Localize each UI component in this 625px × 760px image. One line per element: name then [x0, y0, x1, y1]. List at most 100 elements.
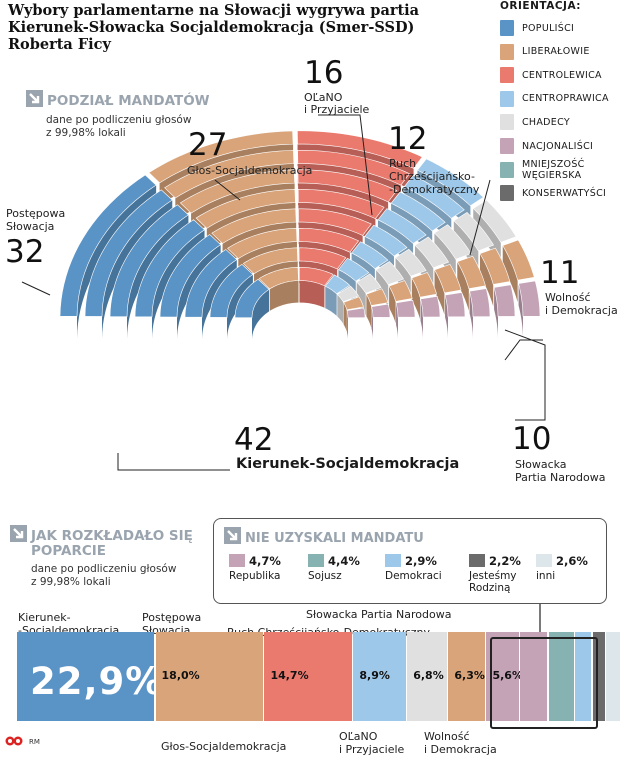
no-mandate-pct: 2,9% [405, 554, 437, 568]
seat-block-front [269, 280, 299, 311]
bar-segment [606, 632, 621, 721]
bar-segment [592, 632, 605, 721]
legend-swatch [500, 20, 514, 36]
seat-block [377, 208, 427, 244]
no-mandate-pct: 2,6% [556, 554, 588, 568]
seat-block [179, 169, 295, 214]
no-mandate-item: 2,2% Jesteśmy Rodziną [469, 554, 521, 594]
seat-block [414, 236, 450, 269]
ps-label-1: Postępowa [6, 207, 66, 220]
seat-block [134, 219, 206, 318]
legend-swatch [500, 138, 514, 154]
legend-label: MNIEJSZOŚĆ WĘGIERSKA [522, 158, 585, 181]
seat-block [420, 296, 441, 318]
seat-block-front [457, 261, 469, 311]
seat-block-front [494, 287, 498, 339]
no-mandate-name: Demokraci [385, 570, 442, 582]
seat-block-front [518, 283, 523, 339]
seat-block-front [445, 295, 448, 339]
seats-heading-block: PODZIAŁ MANDATÓW dane po podliczeniu gło… [26, 90, 210, 140]
seat-block [493, 284, 516, 317]
seat-block-front [411, 278, 421, 320]
bar-value-label: 14,7% [270, 669, 309, 682]
support-heading-2: POPARCIE [31, 543, 107, 559]
no-mandate-name: Sojusz [308, 570, 342, 582]
seat-block [297, 130, 423, 169]
arrow-down-right-icon [26, 90, 43, 107]
ps-seats: 32 [5, 234, 45, 270]
smer-seats: 42 [234, 422, 274, 458]
seat-block [416, 158, 484, 207]
seat-block [297, 150, 410, 186]
seat-block [479, 247, 511, 285]
no-mandate-item: 4,7% Republika [229, 554, 281, 582]
bar-segment [548, 632, 574, 721]
seat-block [159, 234, 222, 318]
leader-line [504, 339, 543, 361]
bar-value-label: 6,8% [413, 669, 444, 682]
leader-line [469, 179, 491, 256]
seat-block [433, 224, 472, 260]
seat-block [356, 273, 382, 294]
bar-segment [448, 632, 485, 721]
seat-block-front [337, 294, 344, 324]
seat-block [388, 280, 413, 302]
seat-block [227, 228, 298, 259]
publisher-logo-icon [5, 736, 23, 746]
legend-swatch [500, 67, 514, 84]
seat-block-front [479, 253, 494, 307]
seat-block [472, 199, 517, 243]
seat-block [346, 307, 366, 318]
seat-block [411, 272, 438, 298]
smer-label: Kierunek-Socjaldemokracja [236, 456, 460, 472]
legend-label: NACJONALIŚCI [522, 140, 594, 152]
seat-block [469, 288, 491, 317]
bar-segment [353, 632, 406, 721]
legend-item: MNIEJSZOŚĆ WĘGIERSKA [500, 159, 585, 181]
seat-block [365, 288, 389, 306]
seat-block [84, 189, 173, 317]
bar-label-ps-1: Postępowa [142, 611, 202, 624]
seat-block [390, 191, 446, 232]
leader-line [21, 281, 51, 296]
seat-block [395, 248, 427, 277]
legend-label: CHADECY [522, 116, 570, 128]
seat-block-front [252, 289, 270, 340]
seat-block [298, 267, 334, 287]
kdh-label-1: Ruch [389, 157, 417, 170]
seat-block-front [389, 286, 396, 324]
bar-label-olano-2: i Przyjaciele [339, 743, 405, 756]
no-mandate-pct: 2,2% [489, 554, 521, 568]
support-sub1: dane po podliczeniu głosów [31, 563, 177, 575]
legend-title: ORIENTACJA: [500, 0, 581, 12]
seat-block-front [434, 269, 445, 315]
legend-label: KONSERWATYŚCI [522, 187, 607, 199]
seat-block [456, 255, 486, 289]
sas-label-1: Wolność [545, 291, 591, 304]
bar-segment [155, 632, 263, 721]
bar-value-label: 6,3% [454, 669, 485, 682]
no-mandate-swatch [308, 554, 324, 567]
sas-seats: 11 [540, 255, 580, 291]
no-mandate-name: Jesteśmy [469, 570, 517, 582]
page-title: Wybory parlamentarne na Słowacji wygrywa… [8, 2, 420, 53]
legend-swatch [500, 114, 514, 131]
no-mandate-box: NIE UZYSKALI MANDATU 4,7% Republika 4,4% So… [213, 518, 607, 604]
seat-block [336, 285, 359, 303]
seats-sub2: z 99,98% lokali [46, 127, 126, 139]
seat-block [371, 303, 391, 318]
legend-label: CENTROLEWICA [522, 69, 602, 81]
seat-block [209, 263, 254, 318]
seat-block [343, 296, 364, 311]
seat-block [364, 224, 408, 257]
support-heading-block: JAK ROZKŁADAŁO SIĘ POPARCIE dane po podl… [10, 525, 193, 589]
bar-label-sas-1: Wolność [424, 730, 470, 743]
seat-block [324, 274, 351, 295]
bar-value-label: 22,9% [30, 660, 164, 703]
bar-label-sns: Słowacka Partia Narodowa [306, 608, 452, 621]
bar-segment [520, 632, 548, 721]
seat-block [351, 241, 389, 270]
olano-label-2: i Przyjaciele [304, 103, 370, 116]
seat-block-front [343, 302, 347, 332]
no-mandate-name: inni [536, 570, 556, 582]
